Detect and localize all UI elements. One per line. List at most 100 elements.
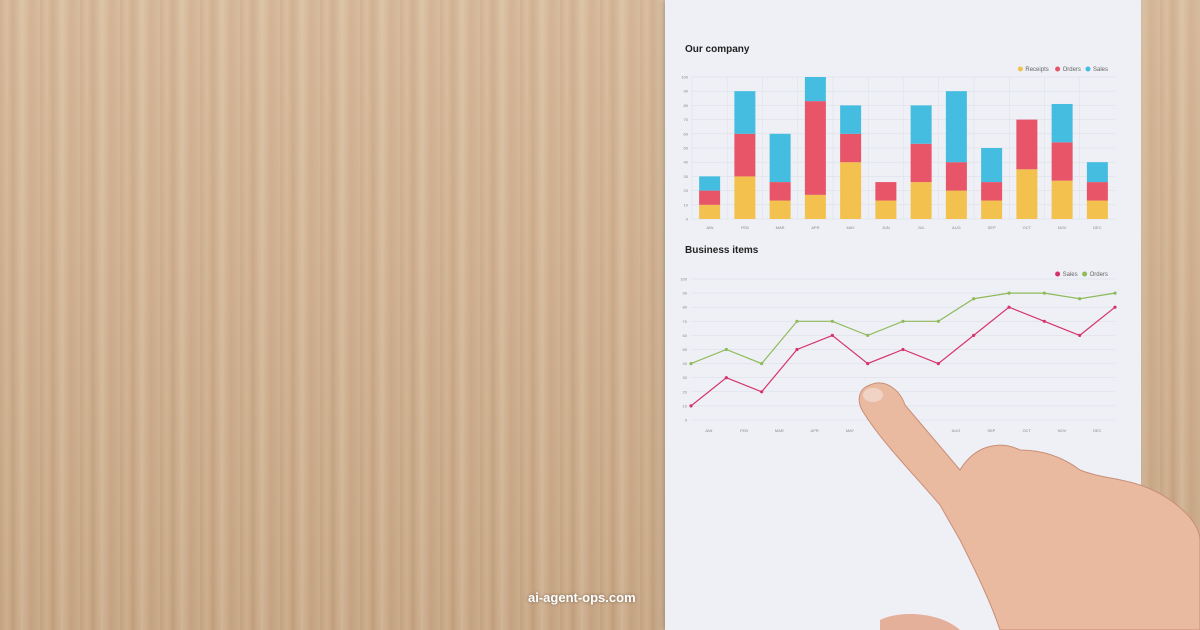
bar-receipts (910, 182, 932, 219)
legend-label: Orders (1090, 272, 1108, 278)
y-tick-label: 20 (684, 188, 689, 193)
y-tick-label: 70 (684, 117, 689, 122)
point-orders (936, 319, 940, 323)
x-tick-label: NOV (1058, 428, 1067, 433)
x-tick-label: NOV (1058, 225, 1067, 230)
y-tick-label: 30 (684, 174, 689, 179)
bar-sales (769, 133, 791, 183)
bar-orders (1051, 142, 1073, 181)
x-tick-label: FEB (741, 225, 749, 230)
bar-sales (981, 148, 1003, 183)
chart-title: Business items (685, 245, 759, 256)
bar-orders (734, 133, 756, 177)
bar-orders (875, 182, 897, 201)
point-sales (1007, 305, 1011, 309)
point-orders (1113, 291, 1117, 295)
bar-receipts (981, 200, 1003, 219)
bar-orders (945, 162, 967, 191)
point-orders (1042, 291, 1046, 295)
y-tick-label: 60 (683, 333, 688, 338)
legend-marker (1055, 271, 1061, 277)
legend-marker (1085, 66, 1091, 72)
legend-marker (1017, 66, 1023, 72)
legend-marker (1055, 66, 1061, 72)
point-orders (795, 319, 799, 323)
watermark: ai-agent-ops.com (528, 590, 636, 605)
point-orders (689, 362, 693, 366)
x-tick-label: DEC (1093, 428, 1102, 433)
bar-orders (981, 182, 1003, 201)
point-sales (901, 347, 905, 352)
x-tick-label: JUL (918, 225, 926, 230)
x-tick-label: MAY (846, 225, 855, 230)
y-tick-label: 90 (684, 89, 689, 94)
y-tick-label: 10 (684, 202, 689, 207)
point-sales (689, 404, 693, 408)
y-tick-label: 40 (683, 361, 688, 366)
bar-orders (699, 190, 721, 205)
y-tick-label: 0 (685, 418, 688, 423)
point-sales (760, 390, 764, 394)
y-tick-label: 50 (683, 347, 688, 352)
bar-sales (804, 77, 826, 102)
point-sales (795, 347, 799, 352)
bar-orders (769, 182, 791, 201)
y-tick-label: 90 (683, 291, 688, 296)
bar-receipts (1086, 200, 1108, 219)
point-orders (830, 319, 834, 323)
point-orders (760, 362, 764, 366)
point-sales (972, 333, 976, 337)
bar-receipts (945, 190, 967, 219)
bar-sales (840, 105, 862, 134)
bar-orders (840, 133, 862, 163)
x-tick-label: OCT (1023, 225, 1032, 230)
y-tick-label: 70 (683, 319, 688, 324)
legend-label: Receipts (1025, 67, 1048, 73)
bar-sales (945, 91, 967, 163)
point-orders (901, 319, 905, 323)
bar-receipts (840, 162, 862, 219)
x-tick-label: MAR (776, 225, 785, 230)
bar-sales (734, 91, 756, 134)
x-tick-label: JAN (705, 428, 713, 433)
x-tick-label: SEP (988, 225, 996, 230)
bar-receipts (734, 176, 756, 219)
x-tick-label: AUG (952, 225, 961, 230)
y-tick-label: 10 (683, 403, 688, 408)
x-tick-label: OCT (1022, 428, 1031, 433)
y-tick-label: 0 (686, 217, 689, 222)
bar-receipts (1016, 169, 1038, 219)
bar-sales (699, 176, 721, 191)
y-tick-label: 80 (684, 103, 689, 108)
y-tick-label: 100 (680, 277, 687, 282)
point-sales (1113, 305, 1117, 309)
point-orders (972, 297, 976, 301)
bar-receipts (769, 200, 791, 219)
x-tick-label: SEP (987, 428, 995, 433)
point-sales (1042, 319, 1046, 323)
chart-title: Our company (685, 44, 750, 55)
point-orders (1007, 291, 1011, 295)
legend-label: Orders (1063, 67, 1081, 73)
x-tick-label: MAY (846, 428, 855, 433)
y-tick-label: 100 (681, 75, 688, 80)
point-sales (724, 376, 728, 380)
point-orders (1078, 297, 1082, 301)
x-tick-label: APR (811, 428, 819, 433)
legend-label: Sales (1093, 67, 1108, 73)
bar-sales (1051, 103, 1073, 143)
x-tick-label: JUN (882, 225, 890, 230)
x-tick-label: MAR (775, 428, 784, 433)
x-tick-label: AUG (952, 428, 961, 433)
bar-orders (804, 101, 826, 195)
x-tick-label: DEC (1093, 225, 1102, 230)
bar-orders (1086, 182, 1108, 201)
x-tick-label: JAN (706, 225, 714, 230)
x-tick-label: APR (811, 225, 819, 230)
y-tick-label: 30 (683, 375, 688, 380)
y-tick-label: 20 (683, 389, 688, 394)
bar-receipts (875, 200, 897, 219)
bar-sales (1086, 162, 1108, 183)
y-tick-label: 80 (683, 305, 688, 310)
